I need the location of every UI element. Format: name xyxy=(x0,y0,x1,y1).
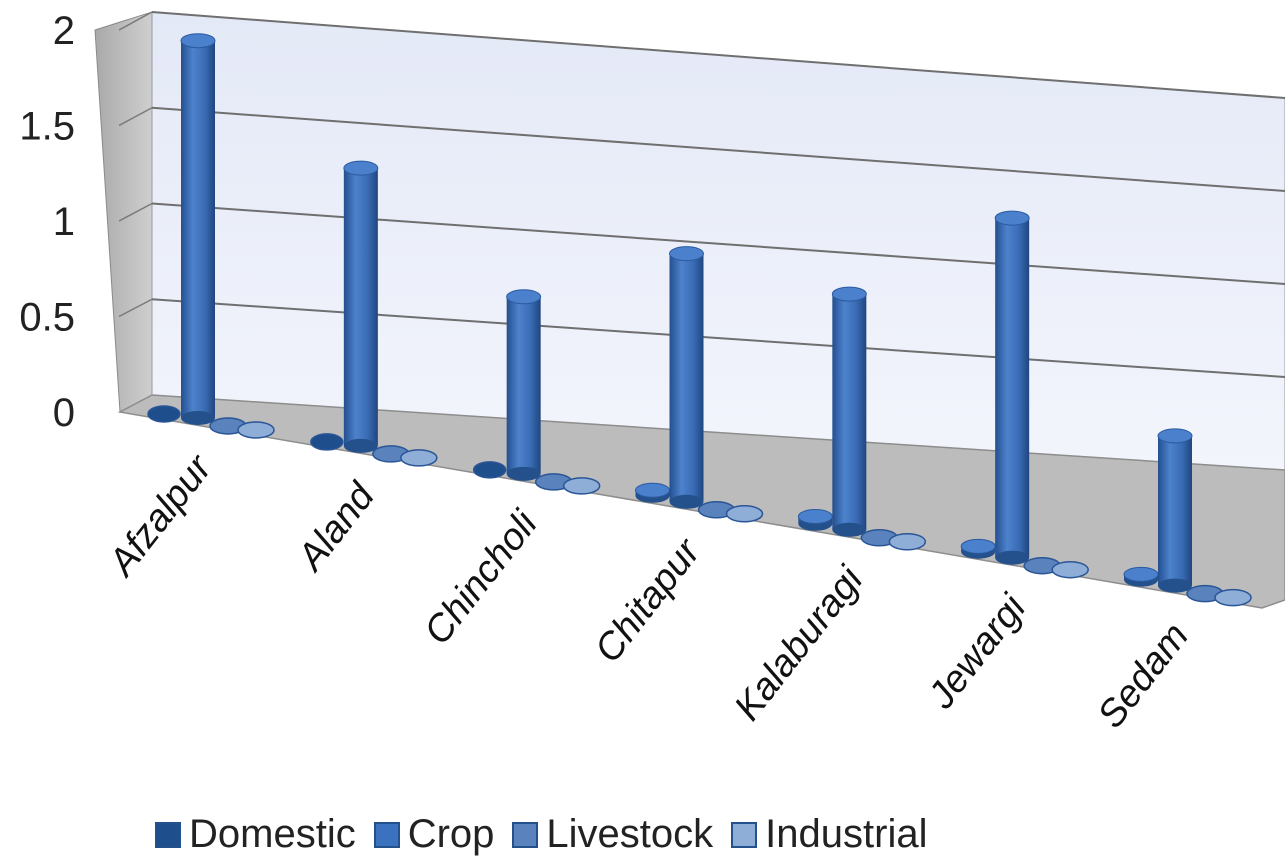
bar-body xyxy=(669,253,704,502)
bar-body xyxy=(506,296,541,474)
bar-crop-chincholi xyxy=(506,289,542,481)
bar-base xyxy=(832,522,867,537)
bar-body xyxy=(832,294,867,530)
bar-disc xyxy=(562,477,601,495)
legend-label-livestock: Livestock xyxy=(546,812,714,856)
legend-swatch-crop xyxy=(373,821,400,848)
y-tick-label: 2 xyxy=(53,9,75,53)
bar-crop-jewargi xyxy=(994,210,1030,565)
bar-disc xyxy=(147,405,181,423)
gridline xyxy=(151,202,1285,285)
legend-label-domestic: Domestic xyxy=(189,812,356,856)
bar-body xyxy=(181,40,215,418)
bars xyxy=(147,33,1252,607)
bar-disc xyxy=(725,505,764,523)
bar-top xyxy=(994,210,1030,226)
bar-industrial-chitapur xyxy=(725,505,764,523)
side-gridline xyxy=(118,11,153,31)
side-wall xyxy=(94,11,153,413)
bar-base xyxy=(343,438,378,453)
bar-crop-afzalpur xyxy=(180,33,216,425)
bar-industrial-kalaburagi xyxy=(888,532,927,551)
bar-domestic-sedam xyxy=(1123,566,1159,587)
bar-top xyxy=(506,289,542,305)
bar-industrial-aland xyxy=(400,449,438,467)
bar-top xyxy=(831,286,867,302)
bar-crop-sedam xyxy=(1157,428,1193,593)
bar-domestic-kalaburagi xyxy=(797,508,833,531)
legend-item-industrial: Industrial xyxy=(731,812,927,857)
bar-top xyxy=(797,508,833,524)
x-tick-label-afzalpur: Afzalpur xyxy=(100,447,221,585)
legend-label-crop: Crop xyxy=(407,812,495,856)
bar-base xyxy=(1158,578,1192,593)
bar-crop-kalaburagi xyxy=(831,286,867,537)
x-tick-label-sedam: Sedam xyxy=(1090,615,1197,736)
x-tick-label-aland: Aland xyxy=(289,474,384,579)
bar-industrial-sedam xyxy=(1214,588,1252,607)
bar-industrial-chincholi xyxy=(562,477,601,495)
bar-base xyxy=(669,494,704,509)
bar-base xyxy=(506,466,541,481)
bar-disc xyxy=(400,449,438,467)
side-gridline xyxy=(118,298,153,318)
bar-domestic-afzalpur xyxy=(147,405,181,423)
bar-disc xyxy=(888,532,927,551)
bar-top xyxy=(1123,566,1159,582)
bar-top xyxy=(1157,428,1193,444)
gridline xyxy=(151,11,1285,99)
bar-disc xyxy=(472,461,507,479)
bar-domestic-chincholi xyxy=(472,461,507,479)
bar-body xyxy=(343,168,378,446)
bar-disc xyxy=(310,433,344,451)
y-tick-label: 0.5 xyxy=(19,296,75,340)
y-tick-label: 1.5 xyxy=(19,105,75,149)
legend-swatch-domestic xyxy=(155,821,181,848)
bar-domestic-chitapur xyxy=(635,482,670,503)
bar-base xyxy=(181,410,215,425)
x-tick-label-chitapur: Chitapur xyxy=(587,530,709,670)
bar-domestic-jewargi xyxy=(960,538,996,559)
side-gridline xyxy=(118,107,153,127)
bar-disc xyxy=(1214,588,1252,607)
side-gridline xyxy=(118,202,153,222)
y-tick-label: 1 xyxy=(53,200,75,244)
bar-body xyxy=(1158,435,1192,586)
bar-disc xyxy=(237,421,275,439)
bar-crop-aland xyxy=(343,160,379,453)
bar-top xyxy=(180,33,216,49)
bar-base xyxy=(995,550,1030,565)
bar-industrial-afzalpur xyxy=(237,421,275,439)
legend-label-industrial: Industrial xyxy=(765,812,928,856)
x-tick-label-kalaburagi: Kalaburagi xyxy=(726,558,872,728)
y-tick-label: 0 xyxy=(53,391,75,435)
legend-swatch-livestock xyxy=(512,821,539,848)
bar-crop-chitapur xyxy=(669,246,704,509)
legend: Domestic Crop Livestock Industrial xyxy=(155,812,945,857)
bar-industrial-jewargi xyxy=(1051,560,1089,579)
bar-top xyxy=(669,246,704,262)
bar-top xyxy=(343,160,379,176)
x-tick-label-jewargi: Jewargi xyxy=(920,586,1035,717)
bar-top xyxy=(960,538,996,554)
bar-disc xyxy=(1051,560,1089,579)
bar-body xyxy=(995,218,1030,558)
gridline xyxy=(151,298,1285,378)
bar-top xyxy=(635,482,670,498)
legend-swatch-industrial xyxy=(731,821,758,848)
x-tick-label-chincholi: Chincholi xyxy=(416,502,546,652)
back-wall xyxy=(151,11,1285,471)
y-axis-ticks: 0 0.5 1 1.5 2 xyxy=(19,9,75,435)
gridline xyxy=(151,106,1285,192)
legend-item-livestock: Livestock xyxy=(512,812,713,857)
legend-item-crop: Crop xyxy=(373,812,495,857)
gridlines xyxy=(118,11,1285,378)
legend-item-domestic: Domestic xyxy=(155,812,356,857)
bar-domestic-aland xyxy=(310,433,344,451)
